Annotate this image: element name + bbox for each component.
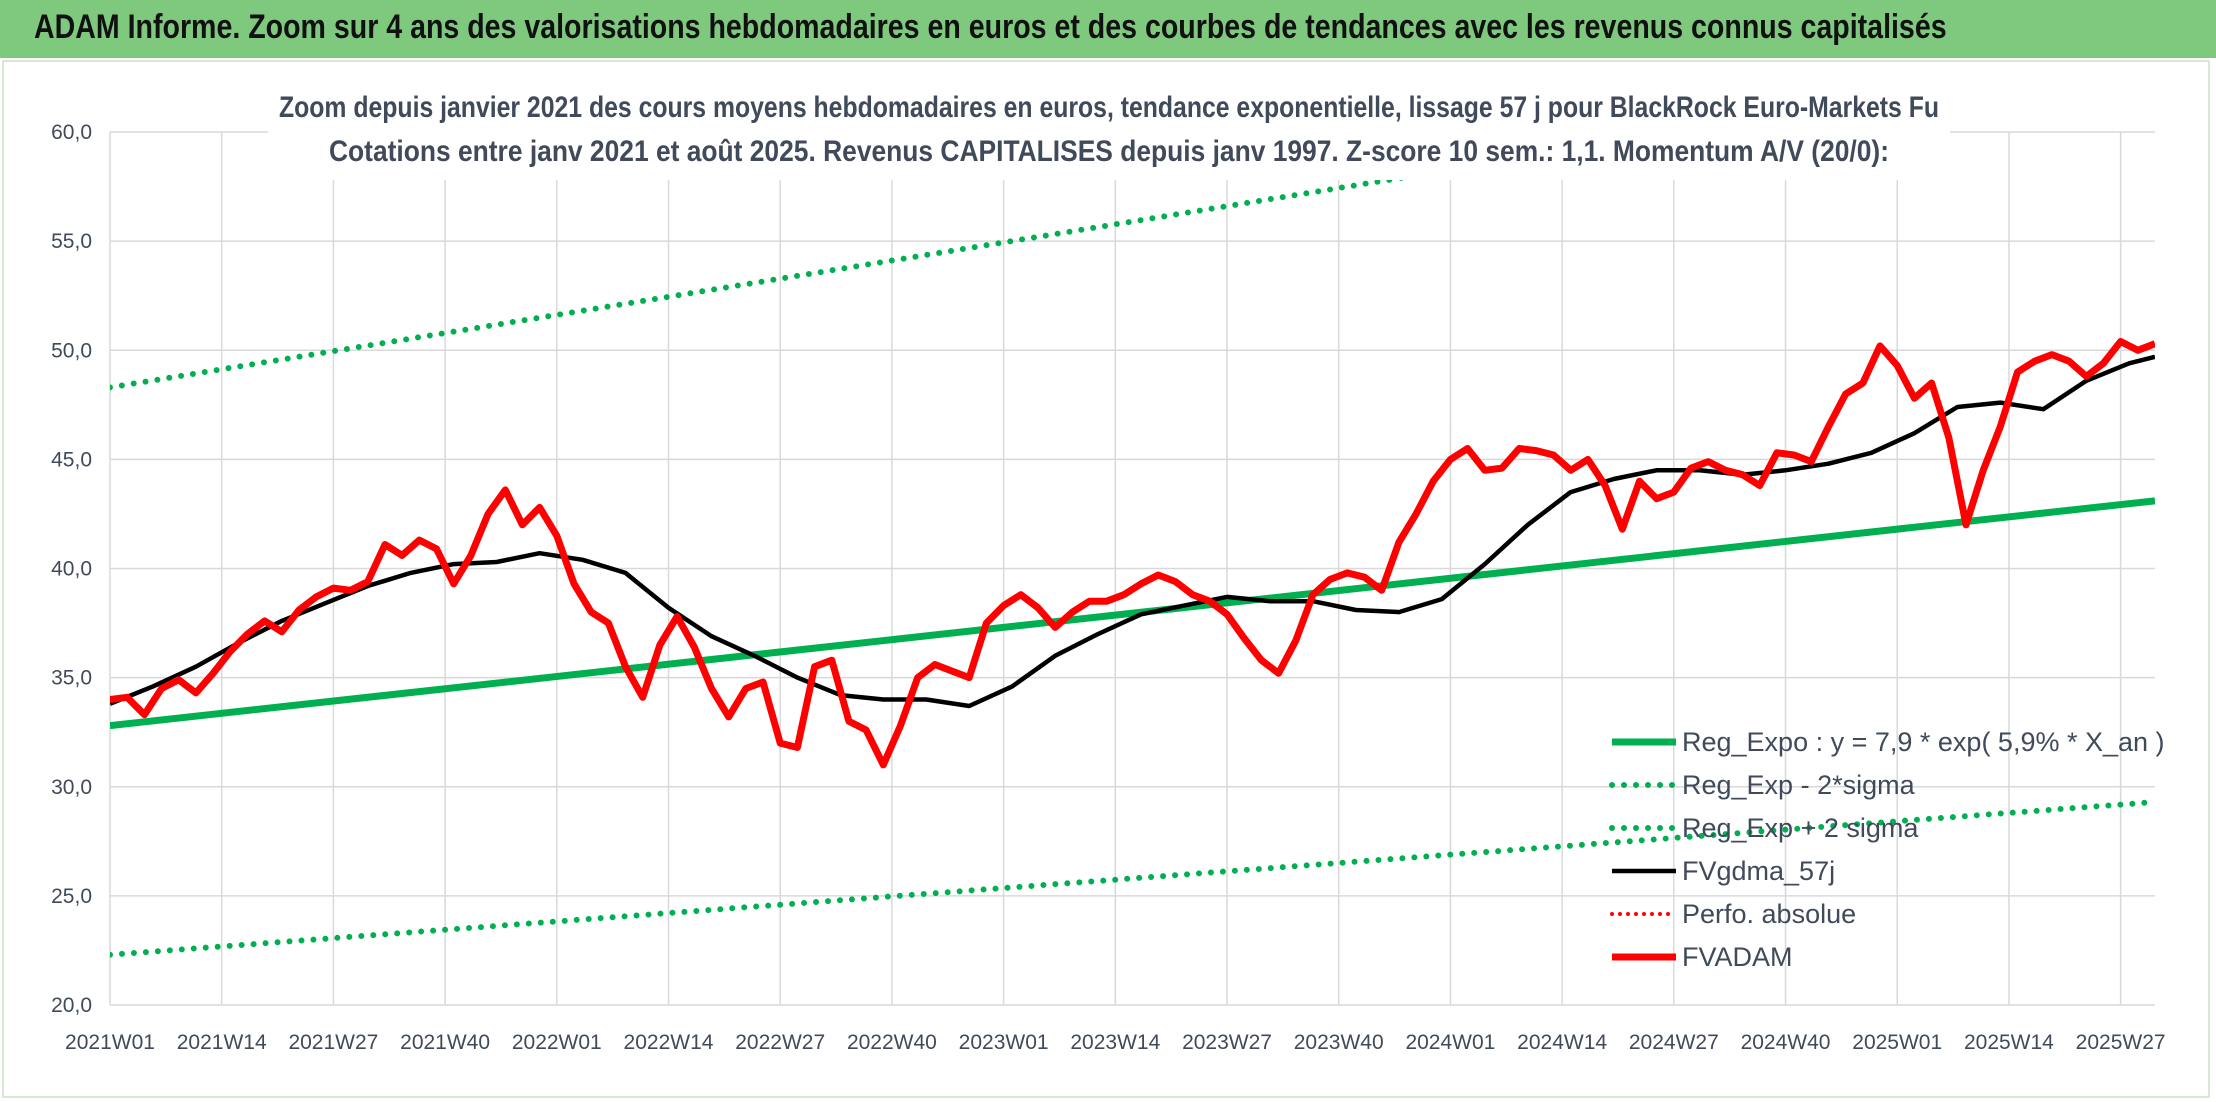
series-line-0 [110, 497, 2155, 730]
x-tick-label: 2021W27 [288, 1031, 378, 1054]
series [110, 128, 2155, 958]
x-tick-label: 2023W14 [1070, 1031, 1160, 1054]
chart-frame [2, 60, 2210, 1098]
x-tick-label: 2024W14 [1517, 1031, 1607, 1054]
x-tick-label: 2025W01 [1852, 1031, 1942, 1054]
legend-label: FVADAM [1682, 942, 1793, 972]
series-line-3 [110, 354, 2155, 709]
x-tick-label: 2024W27 [1629, 1031, 1719, 1054]
grid [109, 131, 2155, 1006]
y-tick-label: 60,0 [51, 121, 92, 144]
y-tick-label: 20,0 [51, 994, 92, 1017]
x-tick-label: 2025W14 [1964, 1031, 2054, 1054]
report-title: ADAM Informe. Zoom sur 4 ans des valoris… [34, 8, 1947, 46]
series-line-2 [110, 128, 1728, 391]
y-tick-label: 55,0 [51, 230, 92, 253]
y-tick-label: 50,0 [51, 339, 92, 362]
x-tick-label: 2022W40 [847, 1031, 937, 1054]
legend: Reg_Expo : y = 7,9 * exp( 5,9% * X_an ) R… [1609, 727, 2165, 972]
legend-label: Perfo. absolue [1682, 899, 1856, 929]
x-tick-label: 2023W27 [1182, 1031, 1272, 1054]
x-tick-label: 2024W01 [1405, 1031, 1495, 1054]
x-tick-label: 2021W40 [400, 1031, 490, 1054]
y-tick-label: 25,0 [51, 885, 92, 908]
axes: 20,0 25,0 30,0 35,0 40,0 45,0 50,0 55,0 60,0 2021… [51, 121, 2165, 1054]
y-tick-label: 45,0 [51, 448, 92, 471]
header-bar: ADAM Informe. Zoom sur 4 ans des valoris… [0, 0, 2216, 58]
x-tick-label: 2025W27 [2076, 1031, 2166, 1054]
x-tick-label: 2022W14 [624, 1031, 714, 1054]
y-tick-label: 40,0 [51, 558, 92, 581]
chart-title-line-2: Cotations entre janv 2021 et août 2025. … [329, 135, 1889, 168]
x-tick-label: 2021W01 [65, 1031, 155, 1054]
legend-label: Reg_Expo : y = 7,9 * exp( 5,9% * X_an ) [1682, 727, 2165, 757]
x-tick-label: 2023W40 [1294, 1031, 1384, 1054]
x-tick-label: 2022W01 [512, 1031, 602, 1054]
legend-label: Reg_Exp - 2*sigma [1682, 770, 1916, 800]
y-tick-label: 35,0 [51, 667, 92, 690]
x-tick-label: 2022W27 [735, 1031, 825, 1054]
series-line-5 [110, 338, 2155, 769]
x-tick-label: 2021W14 [177, 1031, 267, 1054]
legend-label: FVgdma_57j [1682, 856, 1835, 886]
chart-title-line-1: Zoom depuis janvier 2021 des cours moyen… [279, 91, 1939, 124]
x-tick-label: 2024W40 [1741, 1031, 1831, 1054]
x-tick-label: 2023W01 [959, 1031, 1049, 1054]
chart-title: Zoom depuis janvier 2021 des cours moyen… [268, 84, 1950, 180]
y-tick-label: 30,0 [51, 776, 92, 799]
legend-label: Reg_Exp + 2 sigma [1682, 813, 1919, 843]
